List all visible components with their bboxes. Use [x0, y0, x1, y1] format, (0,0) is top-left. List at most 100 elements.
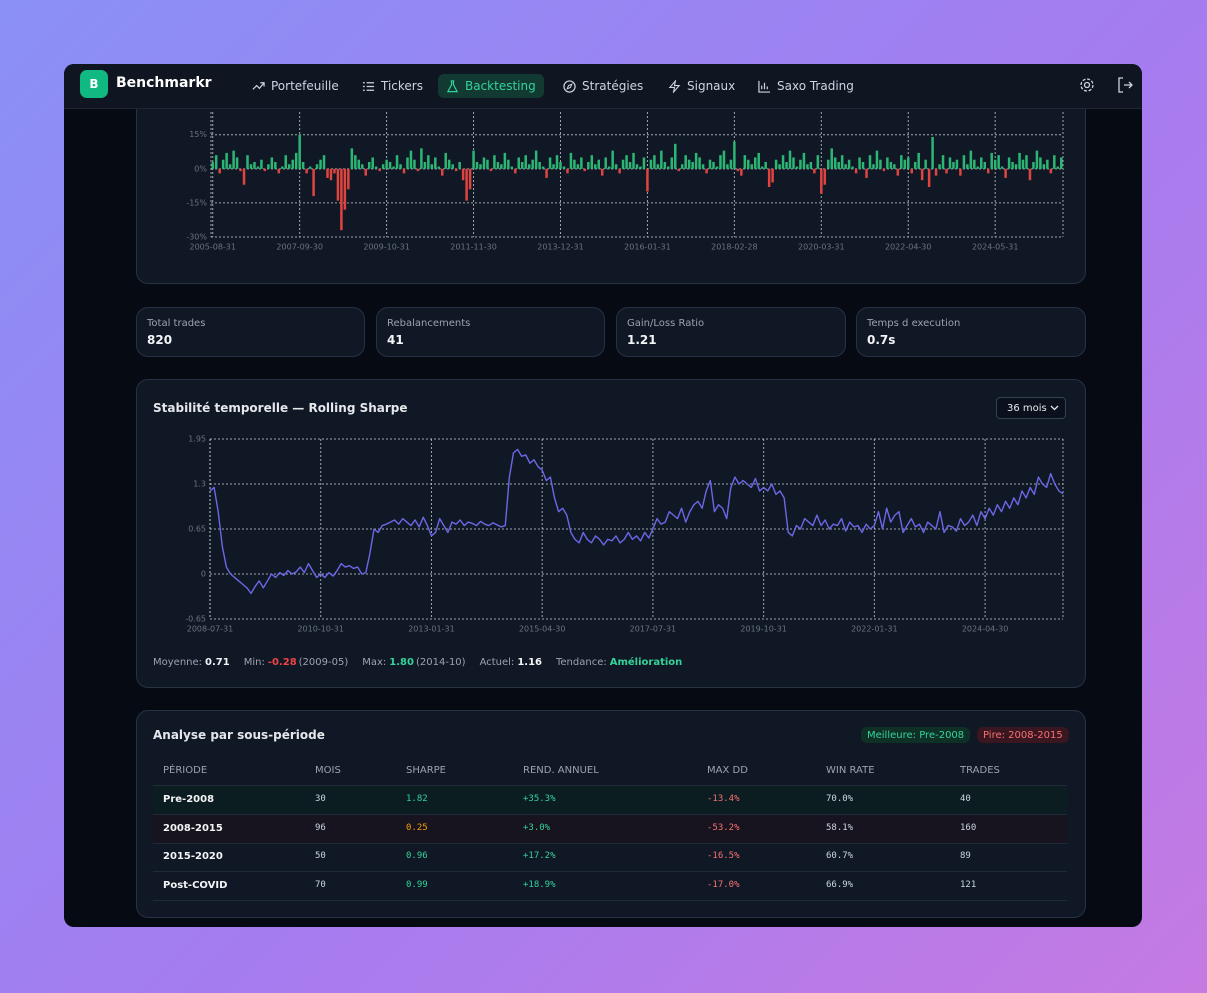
- x-tick-label: 2019-10-31: [740, 625, 787, 634]
- bar: [844, 164, 847, 169]
- bar: [413, 159, 416, 169]
- bar: [1021, 159, 1025, 169]
- stat-card: Total trades 820: [136, 307, 365, 357]
- nav-item[interactable]: Signaux: [660, 74, 743, 98]
- table-title: Analyse par sous-période: [153, 728, 325, 742]
- bar: [948, 157, 952, 169]
- bar: [284, 155, 288, 169]
- bar: [900, 155, 903, 169]
- bar: [635, 164, 639, 169]
- nav-item[interactable]: Stratégies: [555, 74, 651, 98]
- table-cell: -16.5%: [707, 851, 740, 861]
- table-cell: 160: [960, 822, 977, 833]
- bar: [298, 134, 301, 169]
- bar: [340, 168, 343, 231]
- nav-item[interactable]: Tickers: [354, 74, 431, 98]
- bar: [743, 155, 747, 169]
- bar: [409, 150, 413, 169]
- bar: [329, 168, 333, 181]
- bar: [680, 164, 684, 169]
- bar: [674, 143, 677, 169]
- bar: [517, 157, 521, 169]
- bar: [594, 164, 597, 169]
- logout-icon[interactable]: [1116, 76, 1134, 94]
- nav-item[interactable]: Saxo Trading: [750, 74, 862, 98]
- bar: [924, 159, 927, 169]
- nav-item[interactable]: Portefeuille: [244, 74, 347, 98]
- bar: [1018, 152, 1021, 169]
- bar: [1042, 164, 1046, 169]
- bar: [1028, 168, 1032, 181]
- header-rule: [153, 785, 1067, 786]
- window-select[interactable]: 36 mois: [996, 397, 1066, 419]
- bar: [969, 150, 973, 169]
- bar: [809, 162, 813, 169]
- table-cell: 66.9%: [826, 879, 854, 890]
- bar: [465, 168, 468, 201]
- bar: [847, 159, 851, 169]
- bar: [861, 162, 865, 169]
- x-tick-label: 2017-07-31: [630, 625, 677, 634]
- bar: [475, 162, 479, 169]
- bar: [875, 150, 879, 169]
- bar: [235, 157, 239, 169]
- bar: [893, 164, 896, 169]
- bar: [792, 157, 795, 169]
- bar: [986, 168, 990, 174]
- summary-value: 0.71: [205, 657, 230, 668]
- bar: [656, 164, 660, 169]
- nav-item[interactable]: Backtesting: [438, 74, 544, 98]
- bar: [562, 166, 566, 169]
- x-tick-label: 2007-09-30: [276, 243, 323, 252]
- bar: [1060, 157, 1063, 169]
- returns-card: [136, 108, 1086, 284]
- x-tick-label: 2016-01-31: [624, 243, 671, 252]
- bar: [715, 166, 719, 169]
- column-header: REND. ANNUEL: [523, 765, 599, 776]
- bar: [903, 159, 907, 169]
- stat-card: Gain/Loss Ratio 1.21: [616, 307, 846, 357]
- bar: [1032, 162, 1035, 169]
- bar: [753, 157, 757, 169]
- bar: [566, 168, 569, 174]
- table-cell: -17.0%: [707, 879, 740, 890]
- logo[interactable]: B: [80, 70, 108, 98]
- bar: [646, 168, 649, 192]
- bar: [726, 164, 729, 169]
- stat-label: Gain/Loss Ratio: [627, 318, 705, 329]
- bar: [520, 162, 524, 169]
- bar: [854, 168, 858, 174]
- settings-icon[interactable]: [1078, 76, 1096, 94]
- brand[interactable]: Benchmarkr: [116, 75, 212, 91]
- bar: [802, 152, 806, 169]
- summary-value: 1.80: [389, 657, 414, 668]
- bar: [461, 168, 465, 181]
- bar: [430, 164, 434, 169]
- bar: [868, 155, 872, 169]
- bar: [367, 162, 371, 169]
- bar: [399, 164, 402, 169]
- bar: [322, 155, 326, 169]
- bar: [378, 168, 381, 172]
- table-cell: Pre-2008: [163, 794, 215, 805]
- bar: [851, 166, 854, 169]
- bar: [997, 155, 1000, 169]
- bar: [211, 162, 214, 169]
- bar: [938, 164, 941, 169]
- bar: [663, 162, 667, 169]
- nav-label: Backtesting: [465, 79, 536, 93]
- bar: [660, 150, 663, 169]
- table-cell: 2008-2015: [163, 822, 223, 834]
- bar: [447, 159, 451, 169]
- bar: [312, 168, 315, 197]
- returns-chart: 15% 0% -15% -30%2005-08-31 2007-09-30 2009-10…: [186, 112, 1064, 252]
- table-cell: +35.3%: [523, 794, 556, 804]
- bar: [534, 150, 538, 169]
- bar: [548, 157, 552, 169]
- x-tick-label: 2009-10-31: [363, 243, 410, 252]
- table-cell: -13.4%: [707, 794, 740, 804]
- nav-label: Saxo Trading: [777, 79, 854, 93]
- y-tick-label: 1.3: [193, 480, 206, 489]
- icon: [362, 81, 375, 91]
- bar: [993, 159, 997, 169]
